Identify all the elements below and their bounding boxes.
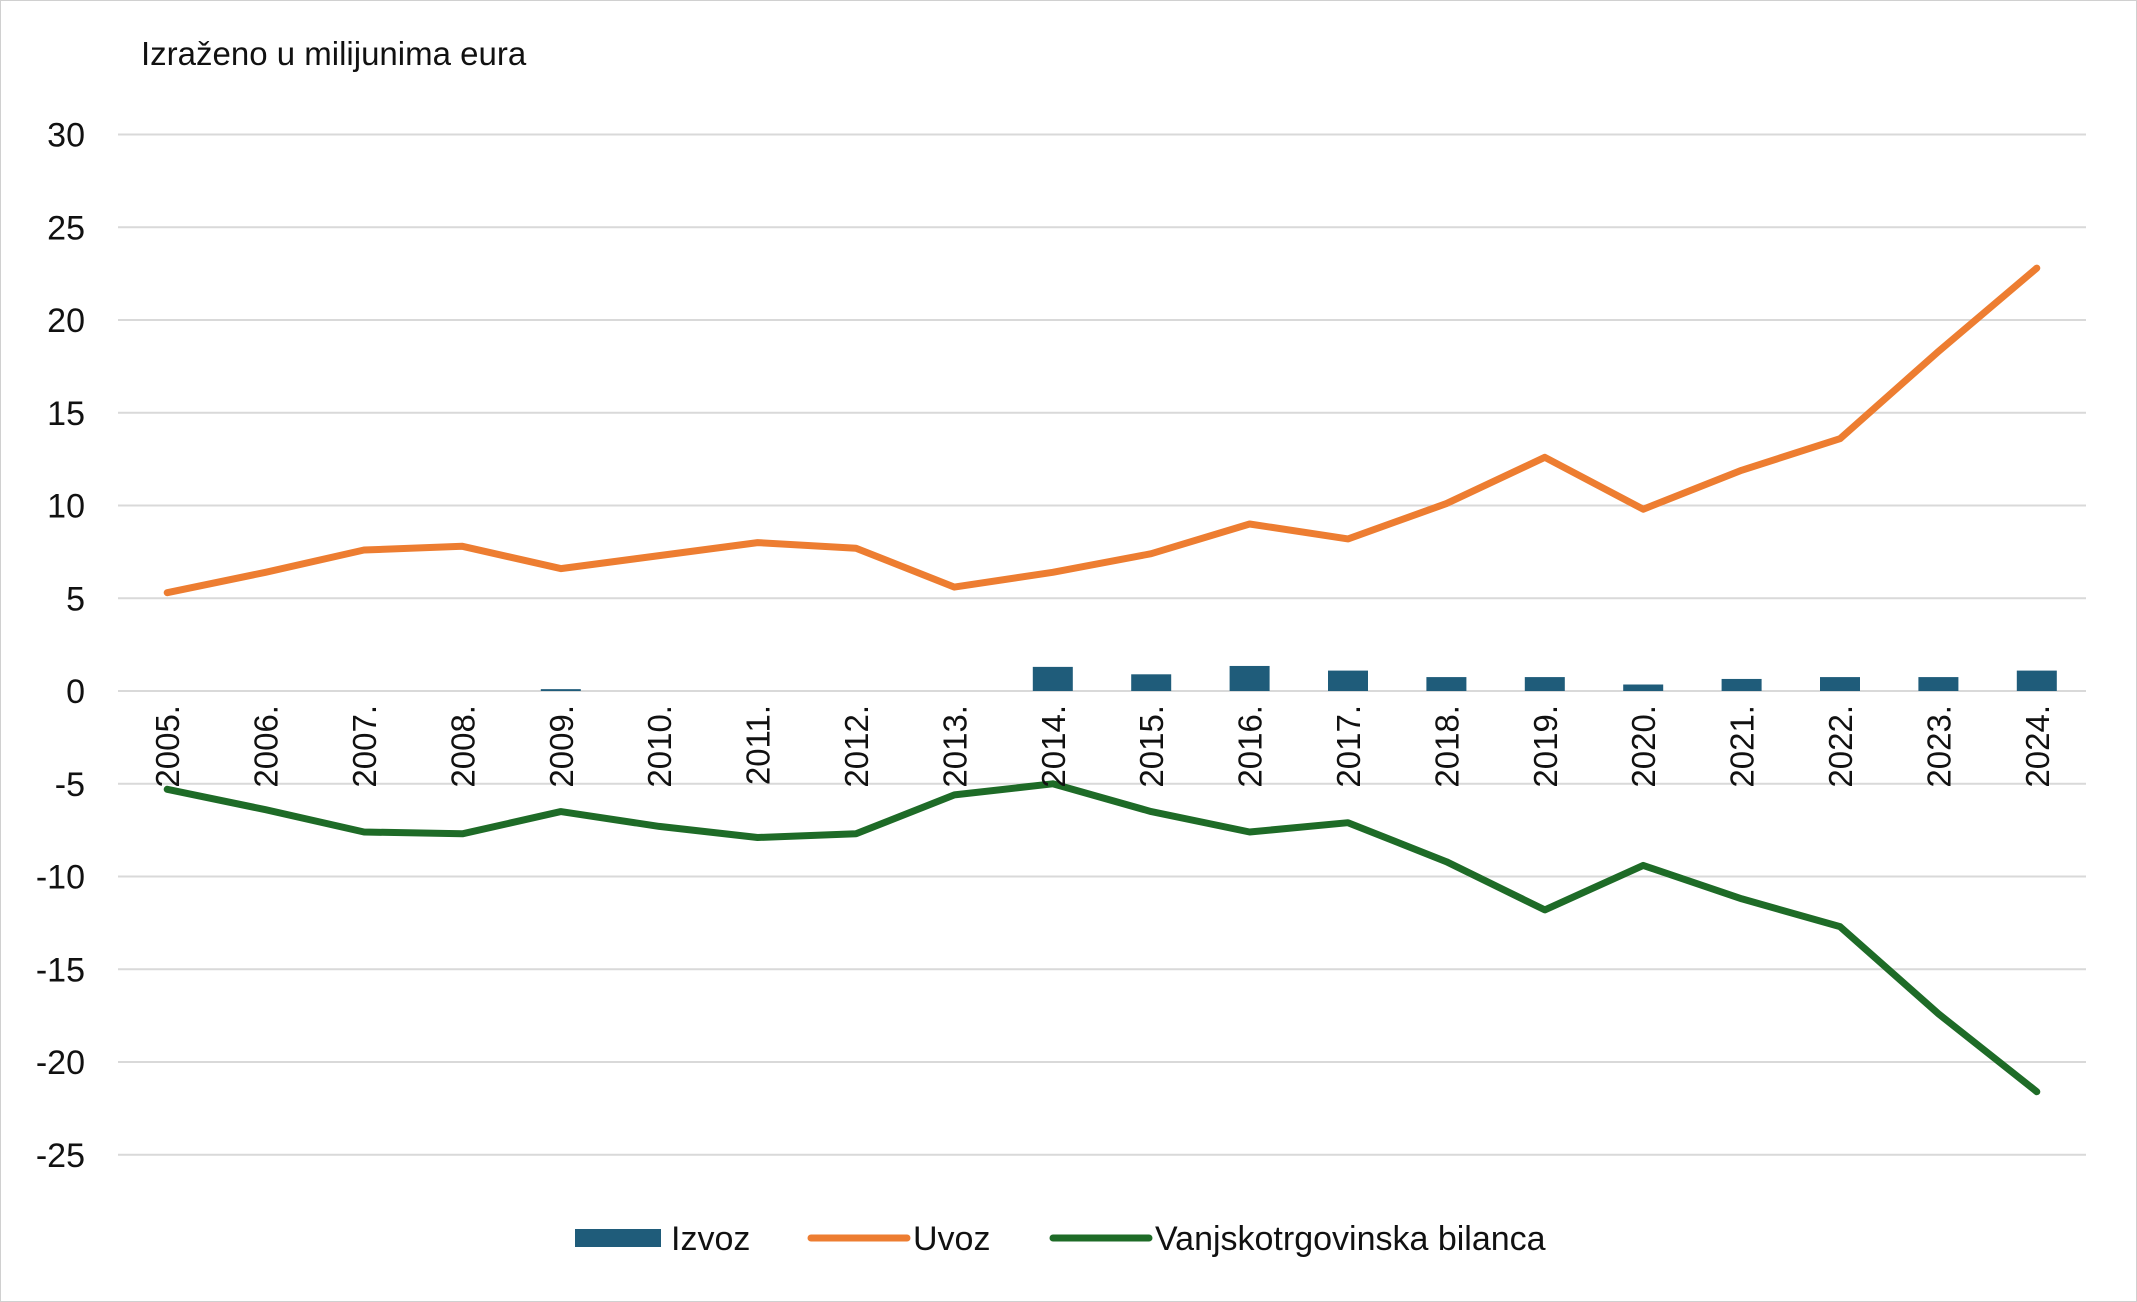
x-tick-label: 2018. <box>1428 705 1465 788</box>
izvoz-bar <box>1328 670 1368 691</box>
izvoz-bar <box>1820 677 1860 691</box>
izvoz-bar <box>1229 665 1270 691</box>
legend-item-bilanca: Vanjskotrgovinska bilanca <box>1049 1220 1546 1258</box>
x-tick-label: 2020. <box>1625 705 1662 788</box>
legend-item-izvoz: Izvoz <box>575 1220 750 1258</box>
y-tick-label: -10 <box>36 859 85 897</box>
izvoz-bar <box>1426 677 1467 691</box>
y-axis-label: Izraženo u milijunima eura <box>141 35 527 72</box>
x-tick-label: 2009. <box>543 705 580 788</box>
x-tick-label: 2010. <box>641 705 678 788</box>
legend-label: Vanjskotrgovinska bilanca <box>1155 1220 1546 1258</box>
x-tick-label: 2007. <box>346 705 383 788</box>
x-tick-label: 2017. <box>1330 705 1367 788</box>
izvoz-bar <box>2016 670 2057 691</box>
x-tick-label: 2013. <box>936 705 973 788</box>
izvoz-bars <box>540 665 2057 691</box>
legend-item-uvoz: Uvoz <box>807 1220 990 1258</box>
x-tick-label: 2005. <box>149 705 186 788</box>
y-tick-label: -25 <box>36 1137 85 1175</box>
y-tick-label: 20 <box>47 302 85 340</box>
izvoz-bar <box>1524 677 1565 691</box>
legend: Izvoz Uvoz Vanjskotrgovinska bilanca <box>575 1220 1546 1258</box>
y-tick-label: -15 <box>36 951 85 989</box>
y-tick-label: 15 <box>47 395 85 433</box>
izvoz-bar <box>1721 678 1762 691</box>
y-tick-label: 30 <box>47 117 85 155</box>
izvoz-bar <box>1918 677 1959 691</box>
y-tick-label: -5 <box>55 766 85 804</box>
y-tick-label: 25 <box>47 209 85 247</box>
izvoz-bar <box>540 689 581 691</box>
x-tick-label: 2014. <box>1035 705 1072 788</box>
x-tick-label: 2006. <box>248 705 285 788</box>
y-tick-label: 5 <box>66 580 85 618</box>
izvoz-bar <box>1032 666 1073 691</box>
legend-label: Izvoz <box>671 1220 750 1258</box>
y-axis-ticks: 30 25 20 15 10 5 0 -5 -10 -15 -20 -25 <box>36 117 85 1175</box>
y-tick-label: 0 <box>66 673 85 711</box>
x-axis-ticks: 2005. 2006. 2007. 2008. 2009. 2010. 2011. 2012.… <box>149 705 2056 788</box>
x-tick-label: 2022. <box>1822 705 1859 788</box>
legend-swatch <box>575 1229 661 1247</box>
izvoz-bar <box>1131 674 1172 691</box>
x-tick-label: 2012. <box>838 705 875 788</box>
x-tick-label: 2024. <box>2019 705 2056 788</box>
series-lines <box>163 264 2041 1096</box>
izvoz-bar <box>1623 684 1664 691</box>
x-tick-label: 2008. <box>444 705 481 788</box>
y-tick-label: -20 <box>36 1044 85 1082</box>
x-tick-label: 2023. <box>1920 705 1957 788</box>
y-tick-label: 10 <box>47 488 85 526</box>
legend-label: Uvoz <box>913 1220 990 1258</box>
uvoz-line <box>163 264 2041 597</box>
x-tick-label: 2015. <box>1133 705 1170 788</box>
x-tick-label: 2016. <box>1232 705 1269 788</box>
x-tick-label: 2021. <box>1724 705 1761 788</box>
bilanca-line <box>163 780 2041 1096</box>
x-tick-label: 2011. <box>740 705 777 785</box>
x-tick-label: 2019. <box>1527 705 1564 788</box>
gridlines <box>118 133 2086 1156</box>
